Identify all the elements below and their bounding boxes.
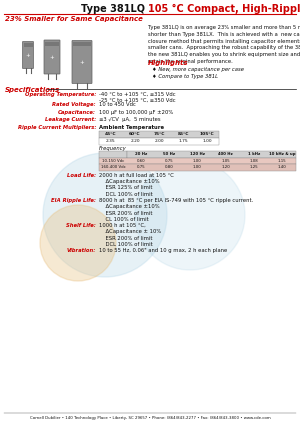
Text: +: + — [26, 53, 30, 57]
Text: 105 °C Compact, High-Ripple Snap-in: 105 °C Compact, High-Ripple Snap-in — [148, 4, 300, 14]
Text: Highlights: Highlights — [148, 60, 188, 66]
Text: 1.00: 1.00 — [193, 165, 202, 169]
Text: 8000 h at  85 °C per EIA IS-749 with 105 °C ripple current.
    ΔCapacitance ±10: 8000 h at 85 °C per EIA IS-749 with 105 … — [99, 198, 253, 222]
Text: 60°C: 60°C — [129, 132, 141, 136]
Text: Load Life:: Load Life: — [67, 173, 96, 178]
FancyBboxPatch shape — [44, 40, 60, 74]
Text: 1.15: 1.15 — [278, 159, 286, 163]
Text: 1.40: 1.40 — [278, 165, 286, 169]
Text: Vibration:: Vibration: — [67, 248, 96, 253]
Text: Rated Voltage:: Rated Voltage: — [52, 102, 96, 107]
Text: 75°C: 75°C — [153, 132, 165, 136]
Text: 120 Hz: 120 Hz — [190, 152, 205, 156]
Text: 10-150 Vdc: 10-150 Vdc — [102, 159, 124, 163]
Text: ♦ New, more capacitance per case: ♦ New, more capacitance per case — [152, 67, 244, 72]
Text: Cornell Dubilier • 140 Technology Place • Liberty, SC 29657 • Phone: (864)843-22: Cornell Dubilier • 140 Technology Place … — [30, 416, 270, 420]
Bar — [99, 164, 296, 170]
Text: 0.75: 0.75 — [137, 165, 146, 169]
Text: 23% Smaller for Same Capacitance: 23% Smaller for Same Capacitance — [5, 16, 143, 22]
Text: 85°C: 85°C — [177, 132, 189, 136]
Bar — [99, 130, 219, 138]
Text: 400 Hz: 400 Hz — [218, 152, 233, 156]
Text: 1.00: 1.00 — [202, 139, 212, 143]
Text: EIA Ripple Life:: EIA Ripple Life: — [51, 198, 96, 203]
Text: 160-400 Vdc: 160-400 Vdc — [100, 165, 125, 169]
Text: Frequency: Frequency — [99, 145, 127, 150]
Text: ♦ Compare to Type 381L: ♦ Compare to Type 381L — [152, 74, 218, 79]
Text: Ripple Current Multipliers:: Ripple Current Multipliers: — [17, 125, 96, 130]
Text: 1.05: 1.05 — [221, 159, 230, 163]
Circle shape — [135, 160, 245, 270]
FancyBboxPatch shape — [72, 40, 92, 83]
Text: 0.80: 0.80 — [165, 165, 174, 169]
Bar — [99, 158, 296, 164]
Text: 1.00: 1.00 — [193, 159, 202, 163]
Text: Type 381LQ: Type 381LQ — [81, 4, 148, 14]
Text: +: + — [50, 54, 54, 60]
Text: 2.20: 2.20 — [130, 139, 140, 143]
Text: Specifications: Specifications — [5, 87, 60, 93]
Text: 1.25: 1.25 — [249, 165, 258, 169]
Text: 50 Hz: 50 Hz — [163, 152, 175, 156]
Text: 10 kHz & up: 10 kHz & up — [269, 152, 295, 156]
Text: 2.35: 2.35 — [106, 139, 116, 143]
Text: 0.60: 0.60 — [137, 159, 146, 163]
Bar — [23, 43, 32, 47]
Text: 0.75: 0.75 — [165, 159, 174, 163]
Text: Operating Temperature:: Operating Temperature: — [25, 92, 96, 97]
Text: Shelf Life:: Shelf Life: — [66, 223, 96, 228]
Text: 10 to 55 Hz, 0.06" and 10 g max, 2 h each plane: 10 to 55 Hz, 0.06" and 10 g max, 2 h eac… — [99, 248, 227, 253]
Text: Leakage Current:: Leakage Current: — [45, 117, 96, 122]
Text: 2.00: 2.00 — [154, 139, 164, 143]
Text: 100 μF to 100,000 μF ±20%: 100 μF to 100,000 μF ±20% — [99, 110, 173, 114]
Bar — [45, 42, 59, 45]
Circle shape — [40, 205, 116, 281]
Text: 10 to 450 Vdc: 10 to 450 Vdc — [99, 102, 136, 107]
Text: 1.75: 1.75 — [178, 139, 188, 143]
Text: 1000 h at 105 °C,
    ΔCapacitance ± 10%
    ESR 200% of limit
    DCL 100% of l: 1000 h at 105 °C, ΔCapacitance ± 10% ESR… — [99, 223, 161, 247]
Text: 1.20: 1.20 — [221, 165, 230, 169]
Bar — [99, 151, 127, 158]
Text: 2000 h at full load at 105 °C
    ΔCapacitance ±10%
    ESR 125% of limit
    DC: 2000 h at full load at 105 °C ΔCapacitan… — [99, 173, 174, 197]
Text: Ambient Temperature: Ambient Temperature — [99, 125, 164, 130]
Text: 1.08: 1.08 — [249, 159, 258, 163]
Text: Type 381LQ is on average 23% smaller and more than 5 mm
shorter than Type 381LX.: Type 381LQ is on average 23% smaller and… — [148, 25, 300, 64]
Bar — [73, 42, 91, 46]
Bar — [127, 151, 296, 158]
Text: 45°C: 45°C — [105, 132, 117, 136]
Text: Capacitance:: Capacitance: — [58, 110, 96, 114]
FancyBboxPatch shape — [22, 42, 34, 68]
Circle shape — [43, 153, 167, 277]
Text: +: + — [80, 60, 84, 65]
Text: 1 kHz: 1 kHz — [248, 152, 260, 156]
Text: -40 °C to +105 °C, ≤315 Vdc
-25 °C to +105 °C, ≥350 Vdc: -40 °C to +105 °C, ≤315 Vdc -25 °C to +1… — [99, 92, 176, 103]
Bar — [99, 138, 219, 145]
Text: ≤3 √CV  μA,  5 minutes: ≤3 √CV μA, 5 minutes — [99, 117, 160, 122]
Text: 20 Hz: 20 Hz — [135, 152, 147, 156]
Text: 105°C: 105°C — [200, 132, 214, 136]
